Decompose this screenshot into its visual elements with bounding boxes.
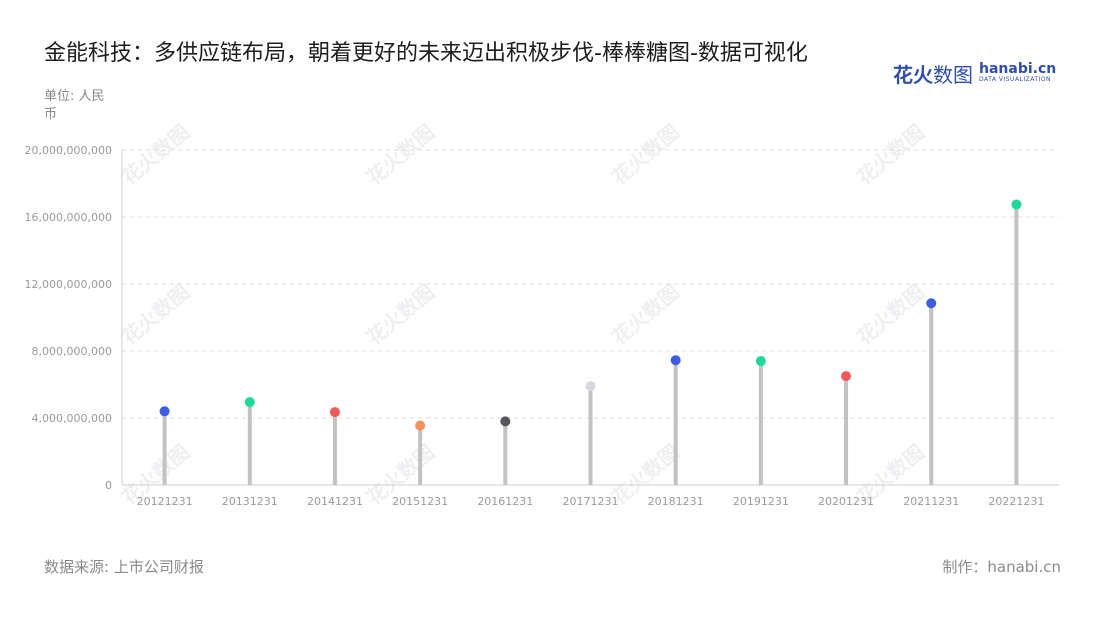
y-tick-label: 0 (105, 479, 112, 492)
lollipop-head[interactable] (415, 420, 426, 431)
lollipop-head[interactable] (1011, 199, 1022, 210)
lollipop-head[interactable] (755, 356, 766, 367)
x-tick-label: 20201231 (818, 495, 874, 508)
watermark-text: 花火数图 (852, 120, 929, 190)
axis-layer: 0 4,000,000,000 8,000,000,000 12,000,000,00… (25, 144, 1059, 508)
lollipop-head[interactable] (585, 381, 596, 392)
grid-layer (122, 149, 1059, 419)
x-tick-label: 20161231 (477, 495, 533, 508)
y-tick-label: 4,000,000,000 (32, 412, 112, 425)
lollipop-head[interactable] (159, 406, 170, 417)
lollipop-head[interactable] (329, 407, 340, 418)
watermark-text: 花火数图 (607, 120, 684, 190)
lollipop-head[interactable] (244, 397, 255, 408)
x-tick-label: 20221231 (988, 495, 1044, 508)
data-source: 数据来源: 上市公司财报 (44, 558, 204, 576)
x-tick-label: 20151231 (392, 495, 448, 508)
y-tick-label: 12,000,000,000 (25, 278, 112, 291)
x-tick-label: 20141231 (307, 495, 363, 508)
logo-mark: 花火数图 (893, 62, 973, 87)
lollipop-head[interactable] (500, 416, 511, 427)
lollipop-head[interactable] (926, 298, 937, 309)
logo-subtitle: DATA VISUALIZATION (979, 76, 1052, 83)
watermark-text: 花火数图 (117, 120, 194, 190)
watermark-text: 花火数图 (362, 120, 439, 190)
y-tick-label: 20,000,000,000 (25, 144, 112, 157)
lollipop-head[interactable] (841, 371, 852, 382)
x-tick-label: 20131231 (222, 495, 278, 508)
y-tick-label: 8,000,000,000 (32, 345, 112, 358)
watermark-text: 花火数图 (117, 280, 194, 350)
y-tick-label: 16,000,000,000 (25, 211, 112, 224)
unit-label: 单位: 人民币 (44, 89, 105, 122)
x-tick-label: 20121231 (137, 495, 193, 508)
watermark-text: 花火数图 (607, 280, 684, 350)
watermark-text: 花火数图 (852, 280, 929, 350)
lollipop-head[interactable] (670, 355, 681, 366)
brand-logo: 花火数图 hanabi.cn DATA VISUALIZATION (893, 60, 1057, 87)
chart-title: 金能科技：多供应链布局，朝着更好的未来迈出积极步伐-棒棒糖图-数据可视化 (44, 41, 808, 66)
watermark-text: 花火数图 (362, 280, 439, 350)
x-tick-label: 20191231 (733, 495, 789, 508)
logo-brand: hanabi.cn (979, 61, 1057, 77)
x-tick-label: 20171231 (563, 495, 619, 508)
credit-label: 制作：hanabi.cn (942, 558, 1061, 576)
x-tick-label: 20181231 (648, 495, 704, 508)
mark-layer (159, 199, 1022, 485)
x-tick-label: 20211231 (903, 495, 959, 508)
